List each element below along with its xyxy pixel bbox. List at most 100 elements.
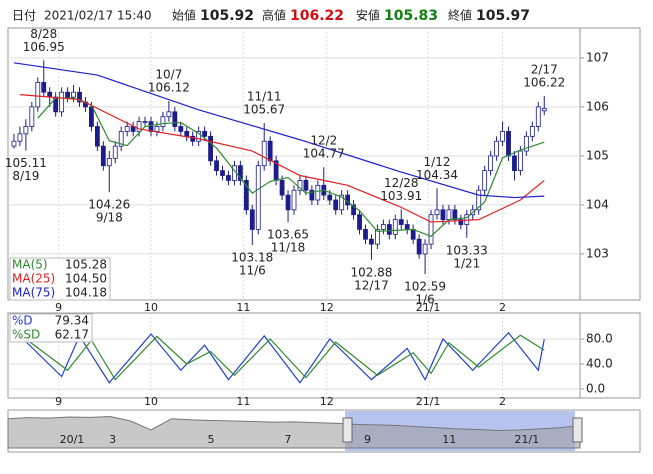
annotation-date: 12/2 <box>310 134 337 148</box>
y-tick-label: 107 <box>586 50 609 64</box>
candle-body <box>541 107 547 112</box>
candle-body <box>363 229 368 240</box>
annotation-value: 103.91 <box>380 189 422 203</box>
candle-body <box>94 126 100 147</box>
x-tick-label: 9 <box>364 433 371 446</box>
header-value: 105.92 <box>200 8 254 24</box>
header-value: 105.83 <box>384 8 438 24</box>
x-tick-label: 7 <box>284 433 291 446</box>
candle-body <box>392 219 398 235</box>
candle-body <box>190 135 196 142</box>
x-tick-label: 2 <box>499 301 506 314</box>
series-line <box>19 94 545 223</box>
annotation-date: 1/6 <box>415 293 434 307</box>
header-label: 高値 <box>262 8 286 23</box>
candle-body <box>267 140 273 162</box>
scroll-handle[interactable] <box>342 417 353 443</box>
annotation-value: 103.33 <box>446 243 488 257</box>
x-tick-label: 11 <box>442 433 456 446</box>
candle-body <box>47 91 53 98</box>
x-tick-label: 3 <box>109 433 116 446</box>
x-tick-label: 20/1 <box>60 433 85 446</box>
x-tick-label: 21/1 <box>416 301 441 314</box>
candle-body <box>404 224 410 230</box>
candle-body <box>440 209 446 221</box>
candle-body <box>351 204 356 216</box>
y-tick-label: 105 <box>586 148 609 162</box>
candle-body <box>59 91 65 113</box>
candle-body <box>226 175 231 181</box>
candle-body <box>208 135 213 162</box>
series-line <box>25 334 545 381</box>
annotation-value: 104.34 <box>416 168 458 182</box>
legend-label: MA(5) <box>12 258 48 272</box>
annotation-value: 106.22 <box>523 76 565 90</box>
candle-body <box>518 150 523 172</box>
candle-body <box>237 165 243 181</box>
y-tick-label: 103 <box>586 246 609 260</box>
candle-body <box>386 224 392 235</box>
candle-body <box>279 180 285 196</box>
candle-body <box>303 180 309 191</box>
annotation-date: 12/28 <box>384 176 419 190</box>
legend-value: 62.17 <box>55 328 89 342</box>
candle-body <box>506 131 511 157</box>
candle-body <box>118 131 124 147</box>
candle-body <box>29 106 35 127</box>
annotation-value: 105.67 <box>243 103 285 117</box>
legend-label: MA(25) <box>12 272 55 286</box>
candle-body <box>398 219 404 225</box>
annotation-value: 103.65 <box>267 228 309 242</box>
x-tick-label: 11 <box>236 395 250 408</box>
annotation-date: 2/17 <box>531 63 558 77</box>
legend-box <box>9 257 111 301</box>
annotation-value: 105.11 <box>5 156 47 170</box>
candle-body <box>100 145 106 167</box>
x-tick-label: 21/1 <box>515 433 540 446</box>
header-datetime: 2021/02/17 15:40 <box>44 9 152 23</box>
candle-body <box>142 121 148 124</box>
y-tick-label: 40.0 <box>586 357 613 371</box>
candle-body <box>77 91 82 103</box>
legend-label: %SD <box>12 328 40 342</box>
candle-body <box>154 126 160 132</box>
candle-body <box>285 194 291 211</box>
annotation-value: 106.12 <box>148 81 190 95</box>
header-label: 始値 <box>172 8 196 23</box>
candle-body <box>106 157 112 167</box>
candle-body <box>523 135 529 152</box>
candle-body <box>434 209 440 216</box>
candle-body <box>172 111 178 127</box>
legend-value: 79.34 <box>55 314 89 328</box>
candle-body <box>249 209 255 230</box>
candle-body <box>482 170 488 191</box>
stoch-panel <box>7 312 641 399</box>
candle-body <box>410 229 416 240</box>
x-tick-label: 10 <box>144 395 158 408</box>
candle-body <box>136 121 142 132</box>
scroll-handle[interactable] <box>572 417 583 443</box>
annotation-date: 8/28 <box>30 27 57 41</box>
candle-body <box>160 116 166 127</box>
header-value: 106.22 <box>290 8 344 24</box>
series-line <box>19 331 545 384</box>
annotation-date: 11/18 <box>271 241 306 255</box>
scroll-handle[interactable] <box>572 417 583 443</box>
annotation-value: 103.18 <box>231 251 273 265</box>
candle-body <box>11 140 17 147</box>
candle-body <box>291 189 297 211</box>
annotation-date: 1/12 <box>424 155 451 169</box>
candle-body <box>327 194 333 201</box>
scroll-handle[interactable] <box>342 417 353 443</box>
candle-body <box>375 229 380 245</box>
candle-body <box>255 165 261 230</box>
annotation-date: 9/18 <box>96 211 123 225</box>
candle-body <box>71 91 76 98</box>
x-tick-label: 11 <box>236 301 250 314</box>
legend-box <box>9 313 93 343</box>
candle-body <box>369 238 374 245</box>
candle-body <box>416 238 422 255</box>
header-label: 終値 <box>448 8 472 23</box>
candle-body <box>529 126 535 137</box>
